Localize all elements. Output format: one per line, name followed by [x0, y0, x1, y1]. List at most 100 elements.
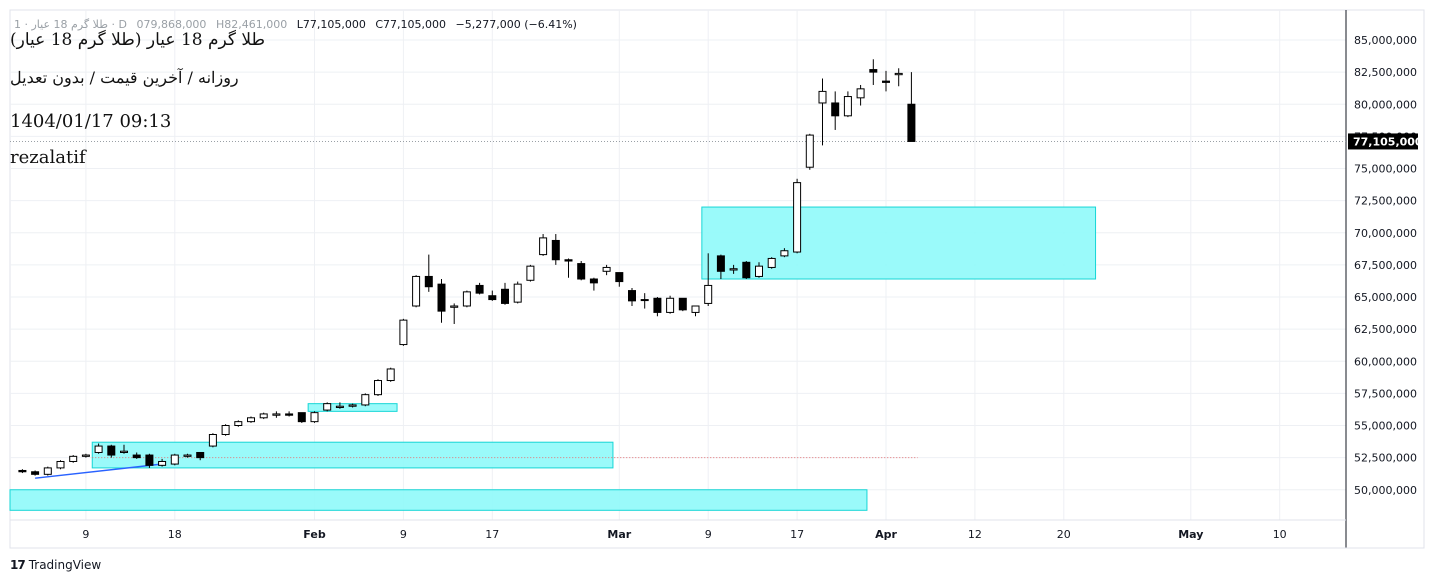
- change-value: −5,277,000 (−6.41%): [455, 18, 577, 31]
- candle-body: [907, 103, 916, 142]
- candle-body: [132, 454, 141, 459]
- y-tick-label: 57,500,000: [1354, 387, 1417, 400]
- x-tick-label: 9: [705, 528, 712, 541]
- candle-body: [196, 451, 205, 459]
- candle-body: [716, 255, 725, 272]
- candle-body: [272, 413, 281, 416]
- candle-body: [247, 417, 255, 423]
- candle-body: [234, 421, 243, 426]
- candle-body: [424, 275, 433, 288]
- x-tick-label: Feb: [303, 528, 326, 541]
- candle-body: [640, 299, 649, 302]
- tradingview-brand: TradingView: [28, 558, 102, 572]
- candle-body: [767, 257, 776, 268]
- candle-body: [691, 305, 700, 313]
- x-tick-label: 10: [1273, 528, 1287, 541]
- candle-body: [488, 295, 497, 301]
- y-tick-label: 80,000,000: [1354, 98, 1417, 111]
- candle-body: [818, 90, 827, 104]
- x-tick-label: 12: [968, 528, 982, 541]
- candle-body: [793, 182, 802, 253]
- candle-body: [894, 72, 903, 76]
- tradingview-footer[interactable]: 17 TradingView: [10, 558, 101, 572]
- candle-body: [577, 263, 586, 280]
- x-tick-label: 9: [400, 528, 407, 541]
- x-tick-label: Apr: [875, 528, 897, 541]
- symbol-legend: طلا گرم 18 عیار · 1 · D: [14, 18, 127, 31]
- y-tick-label: 60,000,000: [1354, 355, 1417, 368]
- watermark-datetime: 1404/01/17 09:13: [10, 111, 172, 132]
- candle-body: [526, 265, 535, 281]
- demand-zone: [9, 489, 868, 511]
- ohlc-legend: طلا گرم 18 عیار · 1 · D 079,868,000 H82,…: [14, 18, 583, 31]
- candle-body: [120, 450, 128, 453]
- candle-body: [831, 102, 840, 117]
- candle-body: [551, 239, 560, 261]
- y-tick-label: 70,000,000: [1354, 227, 1417, 240]
- candle-body: [386, 368, 395, 382]
- candle-body: [107, 445, 116, 456]
- candle-body: [843, 96, 852, 117]
- candle-body: [437, 283, 446, 312]
- y-tick-label: 55,000,000: [1354, 420, 1417, 433]
- candle-body: [602, 266, 611, 272]
- candle-body: [704, 284, 713, 304]
- candle-body: [539, 237, 548, 256]
- y-tick-label: 65,000,000: [1354, 291, 1417, 304]
- candle-body: [666, 297, 675, 313]
- candle-body: [742, 261, 751, 279]
- open-value: 079,868,000: [136, 18, 207, 31]
- y-tick-label: 67,500,000: [1354, 259, 1417, 272]
- x-tick-label: 9: [82, 528, 89, 541]
- candle-body: [882, 80, 890, 83]
- y-tick-label: 50,000,000: [1354, 484, 1417, 497]
- candle-body: [780, 250, 789, 257]
- candle-body: [31, 471, 40, 475]
- low-value: L77,105,000: [296, 18, 366, 31]
- watermark-title: (طلا گرم 18 عیار (طلا گرم 18 عیار: [10, 30, 266, 50]
- candle-body: [208, 433, 217, 447]
- y-tick-label: 62,500,000: [1354, 323, 1417, 336]
- candle-body: [18, 469, 27, 473]
- candle-body: [374, 380, 382, 396]
- close-value: C77,105,000: [375, 18, 446, 31]
- x-tick-label: 20: [1057, 528, 1071, 541]
- candle-body: [335, 405, 344, 409]
- candle-body: [475, 284, 484, 294]
- x-tick-label: Mar: [607, 528, 631, 541]
- candle-body: [755, 265, 763, 277]
- candle-body: [221, 425, 230, 435]
- candle-body: [158, 460, 167, 466]
- tradingview-logo-icon: 17: [10, 558, 26, 572]
- candle-body: [869, 69, 878, 73]
- candle-body: [564, 259, 573, 262]
- candle-body: [323, 403, 332, 411]
- candle-body: [348, 404, 357, 407]
- y-tick-label: 85,000,000: [1354, 34, 1417, 47]
- candle-body: [513, 283, 522, 303]
- candle-body: [589, 278, 598, 284]
- y-tick-label: 52,500,000: [1354, 452, 1417, 465]
- candle-body: [43, 467, 52, 475]
- candle-body: [462, 291, 471, 307]
- x-tick-label: 17: [485, 528, 499, 541]
- candle-body: [285, 413, 294, 416]
- candle-body: [399, 319, 408, 346]
- candle-body: [615, 272, 624, 283]
- candle-body: [501, 288, 509, 304]
- last-price-label: 77,105,000: [1353, 135, 1423, 148]
- candle-body: [856, 88, 865, 99]
- demand-zone: [91, 441, 614, 469]
- x-tick-label: May: [1178, 528, 1203, 541]
- candle-body: [183, 454, 192, 457]
- candle-body: [653, 297, 662, 313]
- candle-body: [805, 134, 814, 168]
- candle-body: [678, 297, 687, 311]
- demand-zone: [701, 206, 1097, 280]
- candle-body: [361, 394, 370, 406]
- y-tick-label: 82,500,000: [1354, 66, 1417, 79]
- y-tick-label: 72,500,000: [1354, 195, 1417, 208]
- candle-body: [310, 412, 319, 423]
- candle-body: [81, 454, 90, 457]
